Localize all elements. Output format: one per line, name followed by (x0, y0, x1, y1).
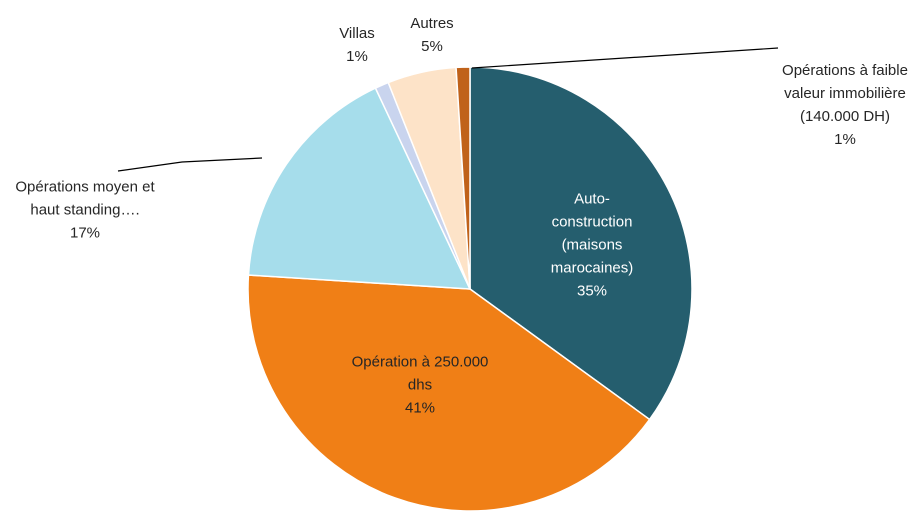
slice-label: Auto-construction (maisons marocaines) 35… (536, 188, 648, 303)
category-label: Opération à 250.000 dhs (351, 353, 489, 394)
value-label: 1% (834, 131, 856, 148)
slice-label: Opérations à faible valeur immobilière (… (765, 59, 912, 151)
leader-line (117, 157, 263, 172)
category-label: Autres (410, 15, 454, 32)
pie-slice (247, 87, 472, 290)
category-label: Auto-construction (maisons marocaines) (550, 190, 634, 277)
pie-slice (247, 274, 651, 511)
leader-line (471, 47, 779, 69)
pie-slice (469, 66, 693, 421)
value-label: 41% (404, 399, 436, 417)
value-label: 35% (576, 282, 608, 300)
slice-label: Autres 5% (402, 12, 462, 58)
category-label: Opérations moyen et haut standing…. (15, 178, 155, 219)
slice-label: Opération à 250.000 dhs 41% (350, 351, 490, 420)
slice-label: Villas 1% (327, 22, 387, 68)
pie (247, 66, 693, 511)
value-label: 5% (421, 38, 443, 55)
value-label: 17% (69, 224, 101, 242)
slice-label: Opérations moyen et haut standing…. 17% (3, 176, 168, 245)
category-label: Villas (339, 25, 375, 42)
value-label: 1% (346, 48, 368, 65)
pie-slice (455, 66, 471, 290)
category-label: Opérations à faible valeur immobilière (… (782, 62, 908, 125)
